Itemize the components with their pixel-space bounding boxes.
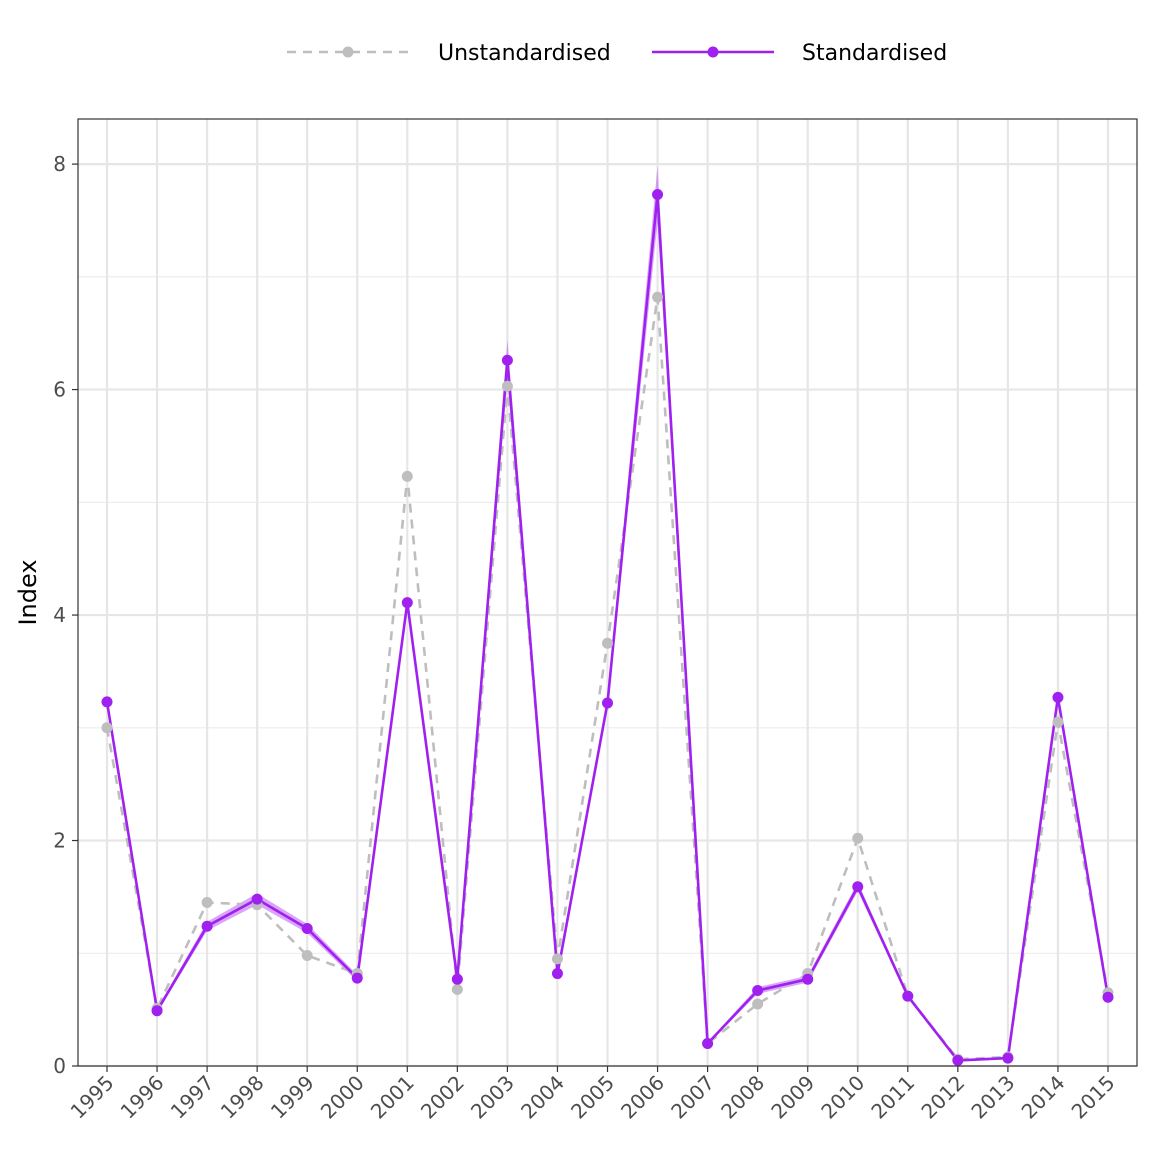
y-tick-label: 8	[53, 152, 66, 176]
x-tick-label: 1996	[116, 1071, 169, 1124]
y-tick-label: 0	[53, 1054, 66, 1078]
unstandardised-point-2014	[1052, 716, 1064, 728]
standardised-point-2007	[702, 1037, 714, 1049]
standardised-point-1999	[301, 922, 313, 934]
legend-key-standardised-point	[707, 46, 719, 58]
standardised-point-1997	[201, 920, 213, 932]
x-tick-label: 2003	[466, 1071, 519, 1124]
x-tick-label: 2008	[716, 1071, 769, 1124]
unstandardised-point-2004	[551, 953, 563, 965]
standardised-point-2014	[1052, 691, 1064, 703]
standardised-point-1996	[151, 1005, 163, 1017]
x-tick-label: 2011	[866, 1071, 919, 1124]
x-tick-label: 2009	[766, 1071, 819, 1124]
x-tick-label: 2002	[416, 1071, 469, 1124]
x-tick-label: 2005	[566, 1071, 619, 1124]
legend: Unstandardised Standardised	[287, 41, 947, 66]
standardised-point-2010	[852, 881, 864, 893]
standardised-point-2004	[551, 968, 563, 980]
x-tick-label: 2013	[966, 1071, 1019, 1124]
legend-key-unstandardised-point	[342, 46, 354, 58]
unstandardised-point-2003	[501, 380, 513, 392]
standardised-point-2009	[802, 973, 814, 985]
standardised-point-2015	[1102, 991, 1114, 1003]
legend-label-standardised: Standardised	[802, 41, 947, 66]
x-tick-label: 2007	[666, 1071, 719, 1124]
standardised-point-2005	[602, 697, 613, 709]
unstandardised-point-2002	[451, 983, 463, 995]
x-tick-label: 2000	[316, 1071, 369, 1124]
x-tick-label: 1999	[266, 1071, 319, 1124]
standardised-point-2001	[401, 597, 413, 609]
legend-label-unstandardised: Unstandardised	[438, 41, 611, 66]
standardised-point-2012	[952, 1054, 964, 1066]
x-tick-label: 2004	[516, 1071, 569, 1124]
unstandardised-point-1995	[101, 722, 113, 734]
series-points	[101, 189, 1114, 1066]
x-tick-label: 1998	[216, 1071, 269, 1124]
unstandardised-point-1999	[301, 950, 313, 962]
standardised-point-2008	[752, 984, 764, 996]
standardised-point-2002	[451, 973, 463, 985]
y-tick-label: 2	[53, 829, 66, 853]
unstandardised-point-2010	[852, 832, 864, 844]
standardised-point-1998	[251, 893, 263, 905]
standardised-point-2006	[652, 189, 664, 201]
unstandardised-point-2005	[602, 637, 613, 649]
unstandardised-point-2008	[752, 998, 764, 1010]
x-tick-label: 1997	[166, 1071, 219, 1124]
x-tick-label: 2010	[816, 1071, 869, 1124]
x-tick-label: 2001	[366, 1071, 419, 1124]
unstandardised-point-2006	[652, 291, 664, 303]
unstandardised-point-2001	[401, 470, 413, 482]
standardised-point-2003	[501, 354, 513, 366]
x-tick-label: 2015	[1067, 1071, 1120, 1124]
standardised-point-2000	[351, 972, 363, 984]
x-tick-label: 2014	[1017, 1071, 1070, 1124]
y-axis: 0 2 4 6 8	[53, 152, 78, 1078]
x-tick-label: 2006	[616, 1071, 669, 1124]
standardised-point-1995	[101, 696, 113, 708]
y-tick-label: 4	[53, 603, 66, 627]
x-tick-label: 2012	[916, 1071, 969, 1124]
x-tick-label: 1995	[66, 1071, 119, 1124]
standardised-point-2013	[1002, 1052, 1014, 1064]
unstandardised-point-1997	[201, 897, 213, 909]
standardised-point-2011	[902, 990, 914, 1002]
y-axis-title: Index	[14, 559, 42, 625]
y-tick-label: 6	[53, 378, 66, 402]
x-axis: 1995199619971998199920002001200220032004…	[66, 1066, 1120, 1124]
